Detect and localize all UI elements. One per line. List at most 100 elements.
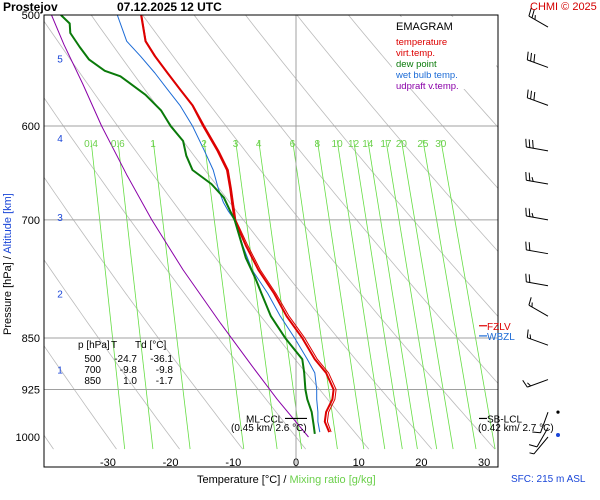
mixing-ratio-label: 6 (290, 139, 296, 150)
mixing-ratio-line (353, 139, 403, 450)
mixing-ratio-line (422, 139, 477, 450)
pressure-tick-label: 500 (22, 10, 40, 22)
mixing-ratio-label: 1 (150, 139, 156, 150)
wind-barb-flag (528, 208, 531, 217)
table-cell: 500 (84, 354, 101, 365)
mixing-ratio-label: 25 (417, 139, 429, 150)
wind-barb (525, 207, 549, 221)
table-header: T (111, 340, 117, 351)
wind-barb-shaft (536, 427, 549, 448)
dry-adiabat (44, 345, 117, 450)
y-axis-title: Pressure [hPa] / Altitude [km] (2, 193, 14, 335)
wind-barb (526, 51, 549, 68)
mixing-ratio-line (401, 139, 454, 450)
mixing-ratio-label: 10 (332, 139, 344, 150)
wind-barb-flag (533, 91, 536, 101)
dry-adiabat (193, 15, 498, 384)
table-cell: 850 (84, 376, 101, 387)
dry-adiabat (44, 97, 307, 450)
mixing-ratio-label: 3 (233, 139, 239, 150)
mixing-ratio-label: 0.6 (111, 139, 125, 150)
mixing-ratio-label: 12 (348, 139, 360, 150)
wind-barb-flag (525, 273, 527, 282)
wind-barb (528, 297, 549, 317)
dry-adiabat (399, 15, 498, 128)
wind-barb-flag (526, 89, 529, 98)
series-udpraft-v-temp- (51, 15, 309, 438)
dry-adiabat (582, 0, 600, 449)
table-cell: -9.8 (156, 365, 174, 376)
mixing-ratio-label: 4 (256, 139, 262, 150)
wind-barb-flag (531, 212, 534, 218)
wind-barbs (522, 7, 560, 455)
dry-adiabat (347, 15, 498, 189)
dry-adiabat (142, 15, 496, 450)
marker-label: FZLV (487, 322, 511, 333)
temperature-tick-label: -20 (163, 457, 179, 469)
station-name: Prostejov (3, 0, 58, 14)
wind-barb-shaft (527, 337, 549, 346)
dry-adiabat (244, 15, 498, 318)
temperature-tick-label: 0 (293, 457, 299, 469)
wind-barb-shaft (527, 379, 549, 388)
mixing-ratio-line (235, 139, 278, 450)
wind-barb-flag (525, 138, 527, 148)
wind-barb-flag (526, 51, 529, 60)
table-cell: -36.1 (150, 354, 173, 365)
sounding-datetime: 07.12.2025 12 UTC (117, 0, 222, 14)
wind-barb (525, 241, 549, 255)
wind-barb-flag (528, 139, 531, 148)
altitude-tick-label: 5 (57, 54, 63, 65)
legend-entry: temperature (396, 37, 447, 48)
ml-ccl-detail: (0.45 km/ 2.6 °C) (231, 423, 307, 434)
marker-label: SB-LCL (487, 414, 522, 425)
legend-entry: wet bulb temp. (395, 70, 458, 81)
wind-barb (528, 7, 549, 28)
altitude-tick-label: 4 (57, 134, 63, 145)
mixing-ratio-label: 8 (315, 139, 321, 150)
chart-grid (44, 0, 600, 467)
wind-barb-flag (528, 172, 531, 181)
wind-barb-flag (522, 380, 528, 388)
dry-adiabat (44, 176, 244, 450)
series-wet-bulb-temp- (116, 15, 321, 433)
wind-barb-shaft (526, 281, 549, 287)
wind-barb-shaft (527, 97, 549, 106)
pressure-tick-label: 925 (22, 385, 40, 397)
mixing-ratio-line (316, 139, 365, 450)
altitude-tick-label: 2 (57, 289, 63, 300)
mixing-ratio-line (152, 139, 191, 450)
pressure-tick-label: 1000 (16, 432, 40, 444)
table-cell: -24.7 (114, 354, 137, 365)
x-axis-title: Temperature [°C] / Mixing ratio [g/kg] (197, 474, 376, 486)
wind-barb-shaft (533, 436, 549, 455)
wind-barb (525, 138, 549, 152)
wind-barb-shaft (528, 304, 549, 317)
table-header: p [hPa] (78, 340, 110, 351)
wind-barb-shaft (526, 215, 549, 221)
table-cell: 700 (84, 365, 101, 376)
wind-barb-flag (530, 90, 532, 100)
wind-barb (525, 273, 549, 287)
wind-barb (529, 436, 549, 455)
wind-barb-shaft (526, 249, 549, 255)
table-header: Td [°C] (135, 340, 166, 351)
legend-background (392, 17, 496, 89)
surface-elevation: SFC: 215 m ASL (511, 474, 586, 485)
wind-barb-shaft (527, 59, 549, 68)
altitude-tick-label: 1 (57, 365, 63, 376)
wind-barb-flag (528, 7, 532, 17)
chart-series (51, 15, 337, 438)
wind-barb (522, 379, 549, 388)
wind-barb-shaft (540, 411, 549, 433)
dry-adiabat (44, 259, 180, 450)
table-cell: 1.0 (123, 376, 137, 387)
wind-barb-flag (529, 334, 532, 339)
temperature-tick-label: -10 (225, 457, 241, 469)
mixing-ratio-line (385, 139, 438, 450)
mixing-ratio-label: 0.4 (84, 139, 98, 150)
legend-entry: dew point (396, 59, 437, 70)
chart-title: EMAGRAM (396, 21, 453, 33)
mixing-ratio-line (440, 139, 496, 450)
temperature-tick-label: -30 (100, 457, 116, 469)
